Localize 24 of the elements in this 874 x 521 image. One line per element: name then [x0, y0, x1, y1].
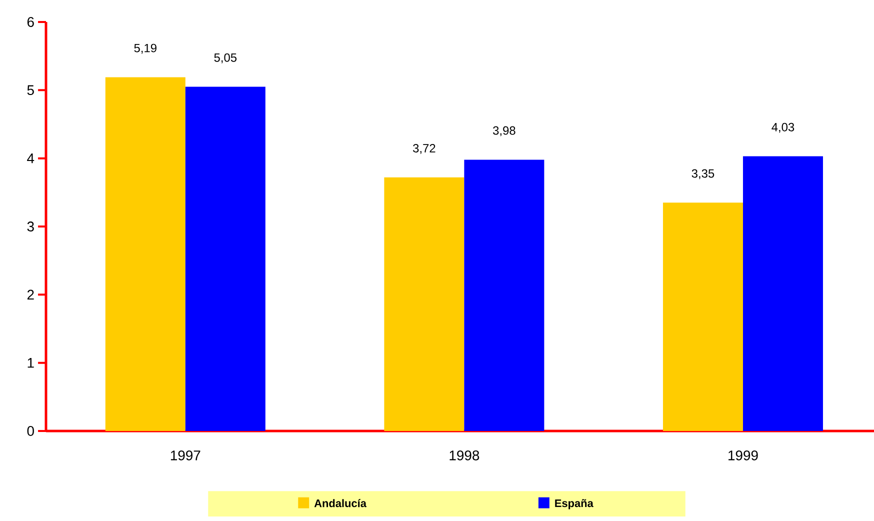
y-tick-label: 4 [27, 154, 34, 164]
bar [464, 160, 544, 431]
data-label: 3,35 [692, 169, 714, 180]
bar [105, 77, 186, 431]
x-tick-label: 1999 [728, 450, 758, 460]
data-label: 5,05 [214, 53, 237, 64]
y-tick-label: 5 [27, 85, 34, 96]
y-tick-label: 1 [28, 358, 34, 368]
bar [185, 86, 266, 431]
y-tick-label: 2 [27, 290, 34, 300]
y-tick-label: 6 [27, 17, 34, 27]
legend-label: España [555, 499, 594, 510]
data-label: 4,03 [772, 122, 794, 133]
y-tick-label: 3 [27, 222, 34, 232]
legend-label: Andalucía [314, 499, 367, 508]
data-label: 3,98 [493, 126, 516, 136]
data-label: 3,72 [413, 144, 436, 154]
bar [662, 202, 743, 431]
bar [384, 177, 464, 431]
bar [742, 156, 823, 431]
x-tick-label: 1998 [450, 450, 480, 460]
x-tick-label: 1997 [170, 450, 200, 460]
y-tick-label: 0 [27, 426, 34, 436]
data-label: 5,19 [134, 44, 156, 54]
